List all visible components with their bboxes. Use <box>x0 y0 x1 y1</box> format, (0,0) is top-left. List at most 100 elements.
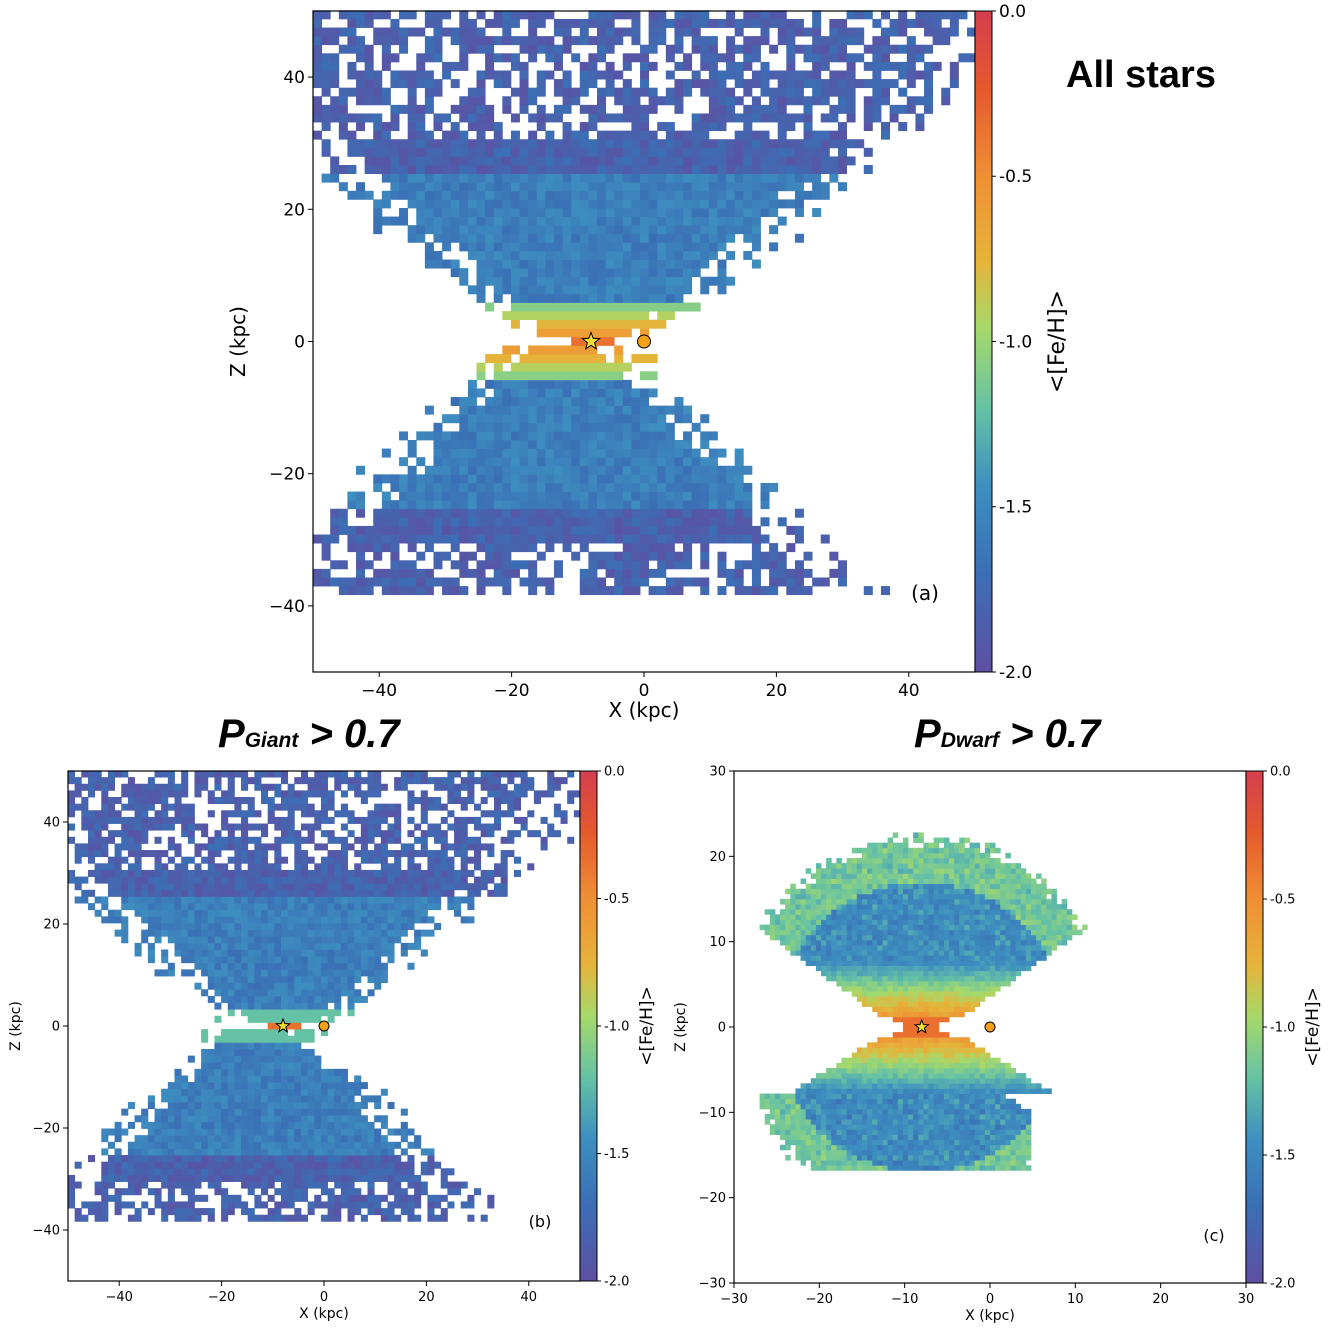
heatmap-cell <box>374 982 382 990</box>
heatmap-cell <box>247 1055 255 1063</box>
heatmap-cell <box>528 422 538 432</box>
heatmap-cell <box>476 491 486 501</box>
heatmap-cell <box>427 1194 435 1202</box>
heatmap-cell <box>622 61 632 71</box>
heatmap-cell <box>280 1141 289 1149</box>
heatmap-cell <box>107 1161 115 1169</box>
heatmap-cell <box>147 790 155 798</box>
heatmap-cell <box>114 1135 122 1143</box>
heatmap-cell <box>399 156 409 166</box>
heatmap-cell <box>553 268 563 278</box>
heatmap-cell <box>320 1101 328 1110</box>
heatmap-cell <box>127 1188 135 1196</box>
heatmap-cell <box>674 199 684 209</box>
heatmap-cell <box>360 936 368 944</box>
heatmap-cell <box>536 302 546 312</box>
heatmap-cell <box>274 922 282 931</box>
heatmap-cell <box>234 797 242 805</box>
heatmap-cell <box>510 508 520 518</box>
heatmap-cell <box>414 770 422 778</box>
heatmap-cell <box>294 1022 302 1030</box>
heatmap-cell <box>407 534 417 544</box>
heatmap-cell <box>553 182 563 192</box>
heatmap-cell <box>267 1075 275 1083</box>
heatmap-cell <box>726 156 736 166</box>
heatmap-cell <box>700 242 710 252</box>
heatmap-cell <box>327 989 335 997</box>
heatmap-cell <box>334 1002 342 1010</box>
heatmap-cell <box>812 18 822 28</box>
heatmap-cell <box>407 525 417 535</box>
heatmap-cell <box>407 843 415 851</box>
heatmap-cell <box>307 1174 315 1182</box>
heatmap-cell <box>786 568 796 578</box>
heatmap-cell <box>528 354 538 364</box>
heatmap-cell <box>614 285 624 295</box>
heatmap-cell <box>154 896 162 904</box>
heatmap-cell <box>354 936 362 944</box>
heatmap-cell <box>579 233 589 243</box>
heatmap-cell <box>321 577 331 587</box>
heatmap-cell <box>536 328 546 338</box>
heatmap-cell <box>187 1161 195 1169</box>
heatmap-cell <box>390 508 400 518</box>
heatmap-cell <box>367 976 375 984</box>
heatmap-cell <box>356 491 366 501</box>
heatmap-cell <box>334 1088 342 1096</box>
heatmap-cell <box>528 543 538 553</box>
heatmap-cell <box>274 929 282 937</box>
heatmap-cell <box>194 783 202 791</box>
heatmap-cell <box>683 414 693 424</box>
heatmap-cell <box>442 216 452 226</box>
heatmap-cell <box>872 53 882 63</box>
heatmap-cell <box>571 139 581 149</box>
heatmap-cell <box>640 439 650 449</box>
heatmap-cell <box>700 259 710 269</box>
heatmap-cell <box>234 1042 242 1050</box>
heatmap-cell <box>648 474 658 484</box>
heatmap-cell <box>424 79 434 89</box>
heatmap-cell <box>334 777 342 785</box>
heatmap-cell <box>476 293 486 303</box>
heatmap-cell <box>416 130 426 140</box>
heatmap-cell <box>207 856 215 864</box>
heatmap-cell <box>588 70 598 80</box>
heatmap-cell <box>380 922 388 931</box>
heatmap-cell <box>459 96 469 106</box>
heatmap-cell <box>420 876 428 884</box>
heatmap-cell <box>214 777 222 785</box>
heatmap-cell <box>622 405 632 415</box>
heatmap-cell <box>743 190 753 200</box>
heatmap-cell <box>683 182 693 192</box>
heatmap-cell <box>127 876 135 884</box>
heatmap-cell <box>528 525 538 535</box>
heatmap-cell <box>450 165 460 174</box>
heatmap-cell <box>394 922 402 931</box>
heatmap-cell <box>87 903 96 911</box>
heatmap-cell <box>777 27 787 37</box>
heatmap-cell <box>545 268 555 278</box>
heatmap-cell <box>214 1035 222 1043</box>
heatmap-cell <box>227 976 235 984</box>
heatmap-cell <box>769 543 779 553</box>
heatmap-cell <box>321 113 331 123</box>
heatmap-cell <box>287 876 295 884</box>
heatmap-cell <box>74 1214 82 1222</box>
heatmap-cell <box>631 491 641 501</box>
heatmap-cell <box>640 268 650 278</box>
heatmap-cell <box>141 1181 149 1189</box>
heatmap-cell <box>717 190 727 200</box>
heatmap-cell <box>485 182 495 192</box>
heatmap-cell <box>519 500 529 510</box>
heatmap-cell <box>493 448 503 458</box>
heatmap-cell <box>334 1201 342 1209</box>
heatmap-cell <box>294 883 302 891</box>
heatmap-cell <box>307 803 315 811</box>
heatmap-cell <box>214 1135 222 1143</box>
headline: All stars <box>1066 54 1216 96</box>
heatmap-cell <box>493 525 503 535</box>
heatmap-cell <box>700 560 710 570</box>
heatmap-cell <box>174 896 182 904</box>
heatmap-cell <box>214 942 222 950</box>
heatmap-cell <box>416 182 426 192</box>
